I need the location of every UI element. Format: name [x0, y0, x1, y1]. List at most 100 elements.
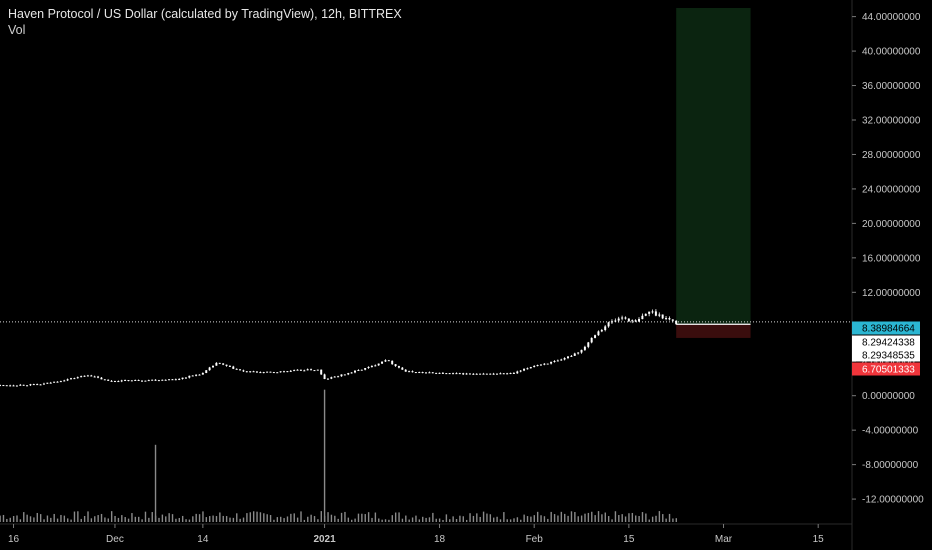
candle-body: [164, 379, 167, 381]
price-tag-neutral[interactable]: [852, 348, 920, 362]
candle-body: [523, 368, 526, 371]
volume-bar: [300, 511, 302, 522]
candle-body: [2, 385, 5, 387]
volume-bar: [222, 515, 224, 522]
candle-body: [70, 378, 72, 380]
volume-bar: [607, 516, 610, 522]
volume-bar: [509, 519, 512, 522]
x-tick-label: 15: [813, 534, 825, 545]
volume-bar: [465, 519, 468, 522]
candle-body: [621, 317, 624, 319]
candle-body: [384, 360, 387, 362]
y-tick-label: 16.00000000: [862, 253, 921, 264]
candle-body: [397, 366, 400, 368]
candle-body: [343, 374, 346, 376]
volume-bar: [452, 516, 454, 522]
candle-body: [110, 380, 113, 382]
candle-body: [387, 360, 390, 362]
candle-body: [475, 373, 478, 375]
candle-body: [441, 372, 444, 374]
volume-bar: [401, 518, 404, 522]
volume-bar: [83, 516, 86, 522]
volume-bar: [367, 512, 370, 522]
volume-bar: [594, 515, 596, 522]
x-tick-label: 15: [623, 534, 635, 545]
volume-bar: [604, 512, 606, 522]
candle-body: [428, 372, 431, 374]
volume-bar: [337, 518, 339, 522]
volume-bar: [12, 516, 15, 522]
candle-body: [627, 318, 630, 322]
volume-bar: [354, 518, 356, 522]
volume-bar: [242, 517, 245, 522]
profit-zone[interactable]: [676, 8, 751, 325]
volume-bar: [178, 517, 180, 522]
volume-bar: [442, 519, 444, 522]
volume-bar: [357, 513, 360, 522]
candle-body: [168, 379, 171, 381]
volume-bar: [209, 516, 211, 522]
volume-bar: [533, 515, 535, 522]
candle-body: [255, 371, 258, 373]
candle-body: [80, 376, 83, 378]
candle-body: [188, 375, 191, 378]
price-tag-current[interactable]: [852, 321, 920, 335]
price-tag-neutral[interactable]: [852, 335, 920, 349]
candle-body: [496, 373, 498, 375]
volume-bar: [151, 512, 153, 522]
volume-bar: [621, 514, 623, 522]
candle-body: [431, 372, 434, 374]
volume-bar: [131, 513, 133, 522]
volume-bar: [371, 517, 373, 522]
volume-bar: [56, 518, 59, 522]
stop-zone[interactable]: [676, 324, 751, 338]
candle-body: [526, 368, 529, 370]
candle-body: [631, 320, 634, 322]
volume-bar: [205, 517, 208, 522]
volume-bar: [144, 511, 147, 522]
volume-bar: [175, 518, 177, 522]
volume-bar: [543, 516, 546, 522]
candle-body: [5, 385, 8, 387]
volume-bar: [67, 518, 69, 522]
candle-body: [228, 365, 231, 367]
candle-body: [296, 369, 299, 371]
candle-body: [583, 346, 586, 350]
candle-body: [482, 373, 485, 375]
volume-bar: [77, 511, 79, 522]
candle-body: [360, 369, 363, 371]
x-tick-label: 16: [8, 534, 20, 545]
price-tag-stop[interactable]: [852, 362, 920, 376]
candle-body: [46, 382, 49, 384]
y-tick-label: 32.00000000: [862, 116, 921, 127]
candle-body: [438, 372, 441, 374]
candle-body: [225, 364, 228, 366]
volume-bar: [232, 517, 235, 522]
candle-body: [36, 384, 39, 386]
volume-bar: [672, 518, 674, 522]
candle-body: [134, 380, 137, 382]
volume-bar: [428, 517, 431, 522]
volume-bar: [138, 516, 140, 522]
candle-body: [624, 317, 627, 319]
candle-body: [567, 356, 569, 359]
candle-body: [289, 370, 292, 372]
volume-bar: [23, 512, 25, 522]
volume-bar: [455, 519, 458, 522]
candle-body: [492, 373, 495, 375]
volume-bar: [9, 517, 11, 522]
candle-body: [313, 370, 316, 372]
candle-body: [404, 369, 407, 372]
volume-bar: [675, 518, 677, 522]
volume-bar: [334, 515, 336, 522]
volume-bar: [438, 518, 441, 522]
volume-bar: [601, 514, 603, 522]
volume-bar: [104, 517, 106, 522]
candle-body: [283, 371, 285, 373]
price-tag-label: 8.29348535: [862, 351, 915, 362]
candle-body: [590, 337, 593, 343]
y-tick-label: 20.00000000: [862, 219, 921, 230]
volume-bar: [87, 511, 89, 522]
volume-bar: [310, 514, 312, 522]
